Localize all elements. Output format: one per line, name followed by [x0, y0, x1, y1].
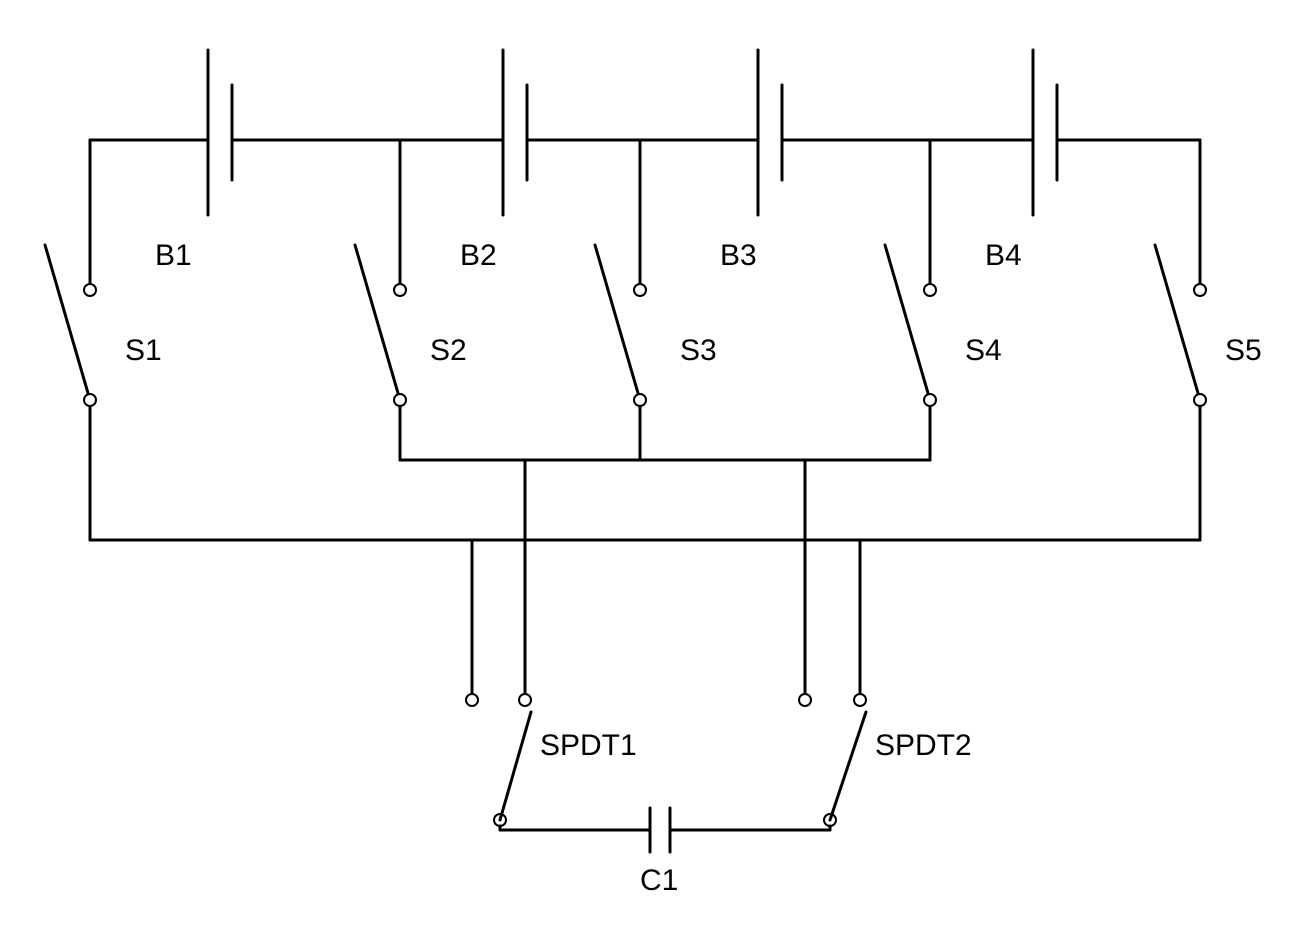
switch-label-s4: S4 [965, 334, 1002, 367]
battery-label-b2: B2 [460, 239, 497, 272]
switch-label-s5: S5 [1225, 334, 1262, 367]
switch-label-s3: S3 [680, 334, 717, 367]
battery-label-b1: B1 [155, 239, 192, 272]
switch-label-s2: S2 [430, 334, 467, 367]
battery-label-b3: B3 [720, 239, 757, 272]
switch-label-s1: S1 [125, 334, 162, 367]
spdt-label-spdt1: SPDT1 [540, 729, 637, 762]
capacitor-label-c1: C1 [640, 864, 678, 897]
spdt-label-spdt2: SPDT2 [875, 729, 972, 762]
circuit-diagram: B1 B2 B3 B4 S1 S2 S3 S4 S5 SPDT1 SPDT2 C1 [0, 0, 1299, 928]
battery-label-b4: B4 [985, 239, 1022, 272]
